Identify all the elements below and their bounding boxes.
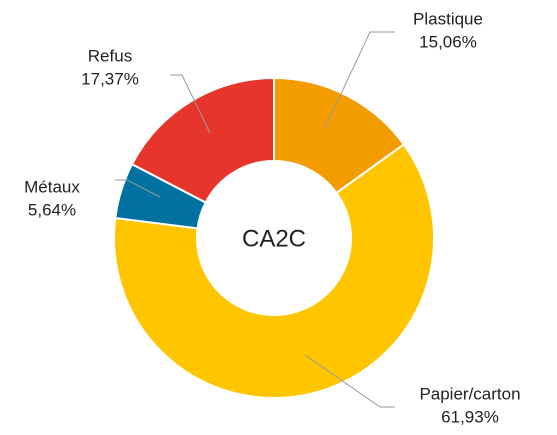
label-group: Métaux 5,64%	[24, 177, 80, 219]
leader-line	[304, 354, 395, 408]
segment-label: Métaux	[24, 177, 80, 196]
donut	[113, 31, 435, 408]
segment-value-label: 15,06%	[419, 32, 477, 51]
leader-line	[324, 31, 395, 129]
donut-segment	[130, 76, 275, 204]
segment-label: Refus	[88, 46, 132, 65]
donut-segment	[113, 143, 435, 399]
label-group: Refus 17,37%	[81, 46, 139, 88]
segment-value-label: 5,64%	[28, 200, 76, 219]
segment-value-label: 61,93%	[441, 407, 499, 426]
leader-line	[170, 74, 211, 134]
chart-title: CA2C	[242, 225, 306, 252]
label-group: Plastique 15,06%	[413, 9, 483, 51]
segment-label: Papier/carton	[419, 384, 520, 403]
leader-line	[115, 179, 161, 198]
label-group: Papier/carton 61,93%	[419, 384, 520, 426]
segment-value-label: 17,37%	[81, 69, 139, 88]
segment-label: Plastique	[413, 9, 483, 28]
donut-segment	[273, 76, 406, 195]
